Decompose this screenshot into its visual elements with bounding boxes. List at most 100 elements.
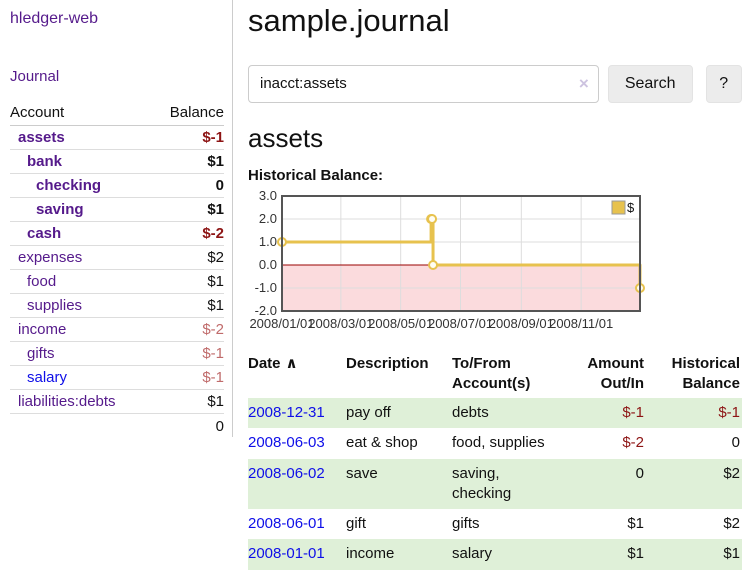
sidebar-item-journal[interactable]: Journal	[10, 68, 60, 85]
transaction-amount: $-2	[622, 434, 644, 452]
account-row: gifts $-1	[10, 342, 224, 366]
header-amount: Amount Out/In	[587, 354, 644, 392]
account-link[interactable]: bank	[27, 153, 63, 170]
transaction-amount: $1	[627, 545, 644, 563]
transaction-row: 2008-12-31 pay off debts $-1 $-1	[248, 398, 742, 429]
transaction-date-link[interactable]: 2008-12-31	[248, 404, 325, 422]
search-box: ×	[248, 64, 599, 103]
account-row: supplies $1	[10, 294, 224, 318]
account-heading: assets	[248, 122, 324, 153]
account-balance: $2	[207, 249, 224, 266]
page-title: sample.journal	[248, 3, 450, 38]
svg-text:-2.0: -2.0	[255, 303, 277, 318]
transaction-accounts: food, supplies	[452, 434, 545, 452]
transaction-date-link[interactable]: 2008-06-03	[248, 434, 325, 452]
transaction-row: 2008-06-01 gift gifts $1 $2	[248, 509, 742, 539]
svg-text:$: $	[627, 200, 635, 215]
svg-text:2008/07/01: 2008/07/01	[428, 316, 493, 331]
transaction-row: 2008-06-03 eat & shop food, supplies $-2…	[248, 428, 742, 458]
register-table-header: Date ∧ Description To/From Account(s) Amo…	[248, 352, 742, 399]
account-balance: $1	[207, 393, 224, 410]
transaction-balance: $2	[723, 515, 740, 533]
accounts-table-header: Account Balance	[10, 102, 224, 126]
sidebar: hledger-web Journal Account Balance asse…	[0, 0, 233, 437]
accounts-header-balance: Balance	[151, 102, 224, 126]
account-link[interactable]: supplies	[27, 297, 83, 314]
transaction-description: gift	[346, 515, 367, 533]
accounts-total-row: 0	[10, 413, 224, 439]
account-balance: $1	[207, 201, 224, 218]
historical-balance-chart: $3.0 2.0 1.0 0.0 -1.0 -2.0 2008/01/01 2008/03/0…	[248, 188, 742, 336]
transaction-description: eat & shop	[346, 434, 418, 452]
sort-asc-icon: ∧	[285, 354, 298, 372]
clear-search-icon[interactable]: ×	[578, 73, 589, 93]
transaction-date-link[interactable]: 2008-01-01	[248, 545, 325, 563]
account-link[interactable]: checking	[36, 177, 102, 194]
main-content: sample.journal × Search ? assets Histori…	[248, 0, 742, 570]
transaction-accounts: saving, checking	[452, 464, 512, 502]
account-link[interactable]: cash	[27, 225, 62, 242]
svg-text:2008/09/01: 2008/09/01	[489, 316, 554, 331]
transaction-description: save	[346, 464, 378, 482]
transaction-description: income	[346, 545, 395, 563]
account-link[interactable]: income	[18, 321, 67, 338]
app-title-link[interactable]: hledger-web	[10, 10, 99, 27]
account-link[interactable]: liabilities:debts	[18, 393, 116, 410]
chart-title: Historical Balance:	[248, 166, 384, 184]
header-description: Description	[346, 354, 429, 372]
account-row: liabilities:debts $1	[10, 390, 224, 414]
transaction-balance: $-1	[718, 404, 740, 422]
account-link[interactable]: salary	[27, 369, 68, 386]
transaction-accounts: debts	[452, 404, 489, 422]
transaction-balance: $2	[723, 464, 740, 482]
account-row: checking 0	[10, 174, 224, 198]
account-row: bank $1	[10, 150, 224, 174]
svg-text:2008/05/01: 2008/05/01	[368, 316, 433, 331]
transaction-date-link[interactable]: 2008-06-01	[248, 515, 325, 533]
search-form: × Search ?	[248, 64, 742, 103]
transaction-amount: 0	[635, 464, 644, 482]
account-balance: $-2	[202, 225, 224, 242]
account-link[interactable]: saving	[36, 201, 84, 218]
transaction-amount: $1	[627, 515, 644, 533]
account-balance: $1	[207, 273, 224, 290]
svg-text:0.0: 0.0	[259, 257, 277, 272]
svg-text:1.0: 1.0	[259, 234, 277, 249]
transaction-accounts: salary	[452, 545, 493, 563]
search-button[interactable]: Search	[607, 64, 693, 103]
account-link[interactable]: food	[27, 273, 57, 290]
account-link[interactable]: assets	[18, 129, 65, 146]
header-balance: Historical Balance	[671, 354, 740, 392]
svg-text:2008/01/01: 2008/01/01	[249, 316, 314, 331]
svg-text:2008/03/01: 2008/03/01	[308, 316, 373, 331]
svg-text:2008/11/01: 2008/11/01	[549, 316, 613, 331]
account-balance: $1	[207, 153, 224, 170]
account-balance: $-1	[202, 129, 224, 146]
account-row: assets $-1	[10, 126, 224, 150]
account-balance: $1	[207, 297, 224, 314]
header-date[interactable]: Date ∧	[248, 354, 298, 372]
transaction-date-link[interactable]: 2008-06-02	[248, 464, 325, 482]
account-balance: $-2	[202, 321, 224, 338]
register-table: Date ∧ Description To/From Account(s) Amo…	[248, 352, 742, 570]
accounts-header-account: Account	[10, 102, 152, 126]
transaction-balance: $1	[723, 545, 740, 563]
transaction-row: 2008-06-02 save saving, checking 0 $2	[248, 458, 742, 510]
account-link[interactable]: expenses	[18, 249, 83, 266]
account-balance: $-1	[202, 369, 224, 386]
accounts-table: Account Balance assets $-1 bank $1 check…	[10, 102, 224, 438]
account-row: salary $-1	[10, 366, 224, 390]
transaction-description: pay off	[346, 404, 391, 422]
register-table-body: 2008-12-31 pay off debts $-1 $-1 2008-06…	[248, 398, 742, 570]
accounts-total-balance: 0	[215, 418, 224, 435]
search-input[interactable]	[248, 64, 599, 103]
account-balance: 0	[215, 177, 224, 194]
account-link[interactable]: gifts	[27, 345, 55, 362]
accounts-table-body: assets $-1 bank $1 checking 0 saving $1 …	[10, 126, 224, 414]
help-button[interactable]: ?	[705, 64, 742, 103]
svg-text:2.0: 2.0	[259, 211, 277, 226]
account-balance: $-1	[202, 345, 224, 362]
account-row: income $-2	[10, 318, 224, 342]
transaction-amount: $-1	[622, 404, 644, 422]
account-row: food $1	[10, 270, 224, 294]
